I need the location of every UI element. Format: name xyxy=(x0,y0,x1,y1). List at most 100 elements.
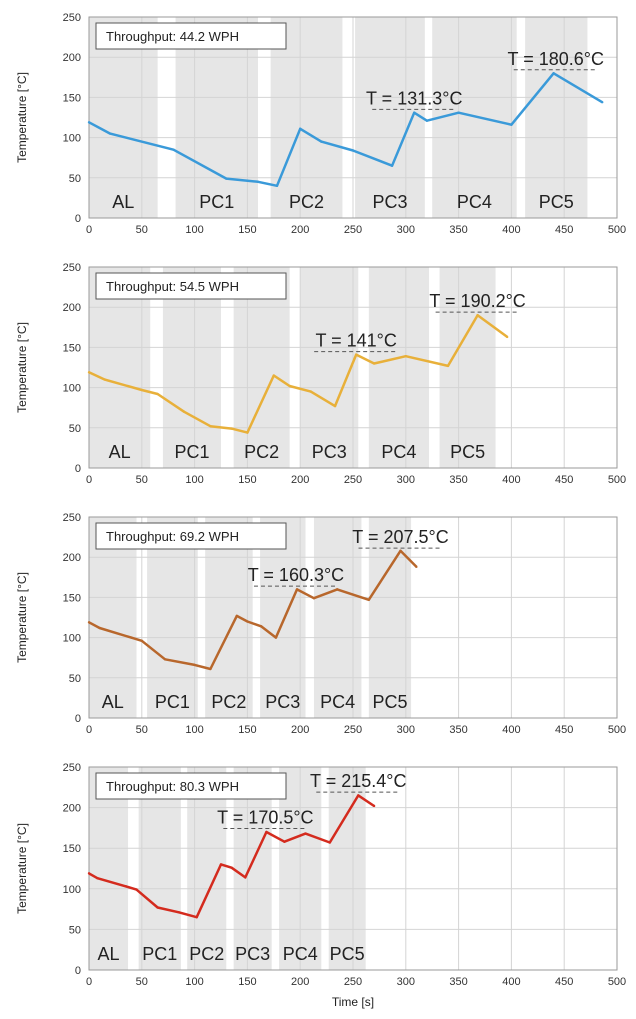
data-point xyxy=(304,832,307,835)
data-point xyxy=(230,866,233,869)
zone-label: PC1 xyxy=(174,442,209,462)
y-tick-label: 200 xyxy=(63,52,81,64)
data-point xyxy=(288,384,291,388)
data-point xyxy=(130,636,133,639)
data-point xyxy=(413,111,416,114)
zone-band xyxy=(368,517,412,718)
data-point xyxy=(177,911,180,914)
x-tick-label: 200 xyxy=(291,224,309,236)
data-point xyxy=(274,636,278,639)
zone-band xyxy=(175,17,258,218)
y-tick-label: 150 xyxy=(63,92,81,104)
x-tick-label: 450 xyxy=(555,724,573,736)
throughput-box xyxy=(95,522,287,550)
zone-label: PC4 xyxy=(457,192,492,212)
x-tick-label: 250 xyxy=(344,224,362,236)
y-axis-label: Temperature [°C] xyxy=(15,572,29,663)
x-tick-label: 250 xyxy=(344,976,362,988)
x-tick-label: 150 xyxy=(238,724,256,736)
zone-band xyxy=(233,267,290,468)
data-point xyxy=(399,549,402,552)
zone-band xyxy=(328,767,366,970)
data-point xyxy=(87,872,91,875)
y-tick-label: 0 xyxy=(75,965,81,977)
data-point xyxy=(272,374,275,377)
data-point xyxy=(156,906,159,909)
peak-annotation: T = 141°C xyxy=(315,331,396,351)
peak-annotation: T = 180.6°C xyxy=(508,49,604,69)
data-point xyxy=(404,355,407,358)
data-point xyxy=(182,410,186,413)
y-tick-label: 200 xyxy=(63,803,81,815)
data-point xyxy=(124,885,128,888)
plot-frame xyxy=(88,766,618,971)
x-tick-label: 250 xyxy=(344,724,362,736)
data-point xyxy=(357,794,360,797)
x-tick-label: 200 xyxy=(291,976,309,988)
x-tick-label: 150 xyxy=(238,976,256,988)
data-point xyxy=(163,658,167,661)
peak-annotation: T = 160.3°C xyxy=(248,565,344,585)
data-point xyxy=(244,876,247,879)
x-tick-label: 450 xyxy=(555,224,573,236)
y-tick-label: 150 xyxy=(63,592,81,604)
zone-label: PC3 xyxy=(265,692,300,712)
zone-band xyxy=(439,267,496,468)
x-tick-label: 100 xyxy=(185,724,203,736)
data-point xyxy=(351,149,355,152)
chart-panel-3: 0 50 100 150 200 250 0 50 100 150 200 250 300 350 400 4… xyxy=(15,512,626,736)
data-point xyxy=(309,390,312,393)
zone-label: PC4 xyxy=(320,692,355,712)
zone-label: PC5 xyxy=(372,692,407,712)
data-point xyxy=(372,804,376,808)
x-tick-label: 500 xyxy=(608,474,626,486)
x-tick-label: 250 xyxy=(344,474,362,486)
y-tick-label: 150 xyxy=(63,843,81,855)
data-point xyxy=(372,362,376,365)
zone-label: PC2 xyxy=(244,442,279,462)
data-point xyxy=(225,177,228,180)
y-axis-label: Temperature [°C] xyxy=(15,72,29,163)
zone-band xyxy=(300,267,359,468)
data-point xyxy=(354,353,358,356)
data-point xyxy=(135,888,138,891)
x-tick-label: 200 xyxy=(291,474,309,486)
throughput-label: Throughput: 54.5 WPH xyxy=(106,279,239,294)
y-tick-label: 100 xyxy=(63,884,81,896)
data-point xyxy=(425,119,429,122)
y-tick-label: 50 xyxy=(69,924,81,936)
zone-label: AL xyxy=(109,442,131,462)
y-tick-label: 200 xyxy=(63,552,81,564)
peak-annotation: T = 131.3°C xyxy=(366,88,462,108)
zone-band xyxy=(162,267,221,468)
peak-annotation: T = 207.5°C xyxy=(352,527,448,547)
y-tick-label: 50 xyxy=(69,423,81,435)
throughput-label: Throughput: 80.3 WPH xyxy=(106,779,239,794)
x-tick-label: 350 xyxy=(449,724,467,736)
data-point xyxy=(367,598,371,602)
x-tick-label: 500 xyxy=(608,724,626,736)
data-point xyxy=(87,371,91,374)
zone-label: PC4 xyxy=(283,944,318,964)
data-point xyxy=(108,132,112,135)
x-tick-label: 400 xyxy=(502,724,520,736)
x-tick-label: 400 xyxy=(502,474,520,486)
zone-label: PC3 xyxy=(312,442,347,462)
y-axis-label: Temperature [°C] xyxy=(15,322,29,413)
zone-band xyxy=(233,767,272,970)
plot-frame xyxy=(88,266,618,469)
x-tick-label: 150 xyxy=(238,474,256,486)
x-tick-label: 450 xyxy=(555,474,573,486)
x-tick-label: 300 xyxy=(397,976,415,988)
y-tick-label: 100 xyxy=(63,133,81,145)
zone-label: AL xyxy=(112,192,134,212)
y-tick-label: 250 xyxy=(63,512,81,524)
zone-band xyxy=(138,767,181,970)
y-tick-label: 0 xyxy=(75,463,81,475)
data-point xyxy=(96,877,99,880)
data-point xyxy=(235,614,239,618)
zone-band xyxy=(368,267,430,468)
data-point xyxy=(335,588,339,591)
x-tick-label: 50 xyxy=(136,224,148,236)
x-tick-label: 500 xyxy=(608,224,626,236)
